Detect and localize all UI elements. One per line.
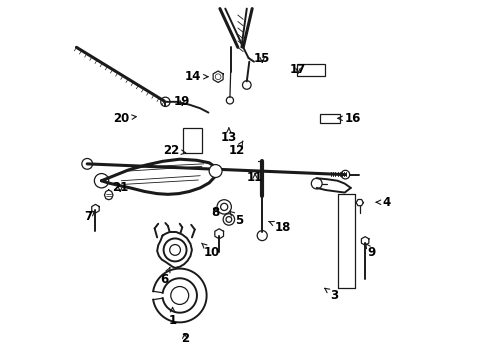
Text: 4: 4 — [376, 196, 390, 209]
Circle shape — [209, 165, 222, 177]
Circle shape — [164, 238, 187, 261]
Text: 18: 18 — [269, 221, 291, 234]
Text: 19: 19 — [174, 95, 191, 108]
Text: 6: 6 — [160, 267, 170, 286]
Text: 13: 13 — [220, 128, 237, 144]
FancyBboxPatch shape — [319, 114, 340, 123]
Text: 17: 17 — [290, 63, 306, 76]
FancyBboxPatch shape — [183, 128, 202, 153]
Text: 8: 8 — [212, 206, 220, 219]
Text: 14: 14 — [185, 70, 208, 83]
Text: 10: 10 — [202, 243, 220, 259]
Text: 1: 1 — [169, 307, 176, 327]
Text: 20: 20 — [113, 112, 136, 125]
Text: 21: 21 — [112, 181, 128, 194]
Text: 3: 3 — [325, 288, 339, 302]
Text: 22: 22 — [164, 144, 186, 157]
Text: 16: 16 — [338, 112, 361, 125]
Text: 12: 12 — [229, 141, 245, 157]
Text: 7: 7 — [84, 210, 95, 223]
Text: 2: 2 — [181, 332, 189, 345]
Text: 15: 15 — [254, 52, 270, 65]
Text: 5: 5 — [230, 211, 243, 227]
Text: 11: 11 — [247, 171, 263, 184]
Text: 9: 9 — [366, 243, 376, 259]
FancyBboxPatch shape — [297, 64, 324, 76]
